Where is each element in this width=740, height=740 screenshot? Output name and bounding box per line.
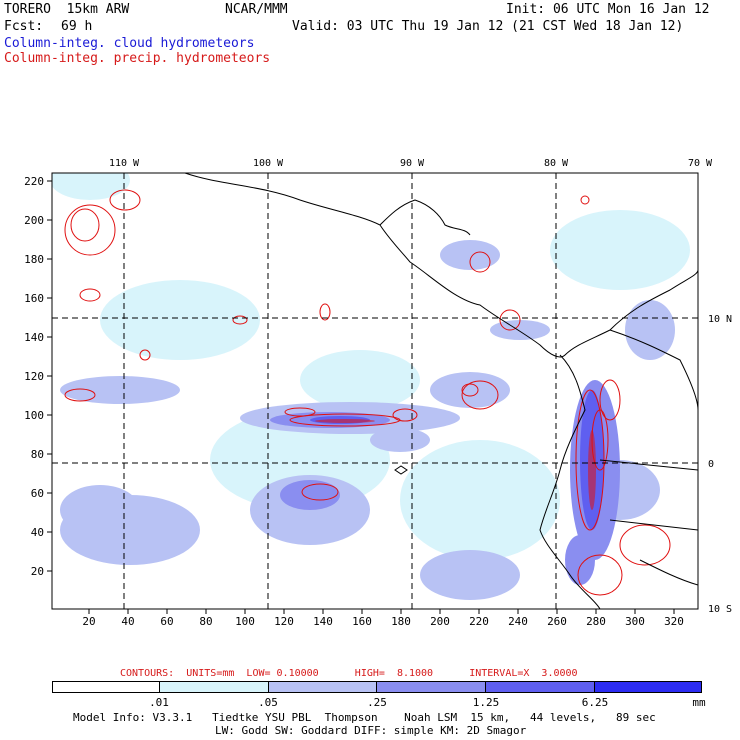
x-tick-label: 260 xyxy=(547,615,567,628)
hydrometeor-field xyxy=(52,173,698,609)
colorbar-label: .05 xyxy=(258,696,278,709)
colorbar-swatch xyxy=(268,681,377,693)
colorbar-swatch xyxy=(159,681,269,693)
y-tick-label: 160 xyxy=(24,292,44,305)
colorbar-swatch xyxy=(485,681,595,693)
colorbar-swatch xyxy=(594,681,702,693)
colorbar-unit: mm xyxy=(692,696,706,709)
lat-label: 10 N xyxy=(708,314,732,325)
x-tick-label: 320 xyxy=(664,615,684,628)
lon-label: 100 W xyxy=(253,158,284,169)
y-tick-label: 220 xyxy=(24,175,44,188)
contours-info: CONTOURS: UNITS=mm LOW= 0.10000 HIGH= 8.… xyxy=(120,668,578,679)
x-tick-label: 140 xyxy=(313,615,333,628)
cloud-field-label: Column-integ. cloud hydrometeors xyxy=(4,36,255,51)
y-tick-label: 200 xyxy=(24,214,44,227)
forecast-hour: 69 h xyxy=(61,19,93,34)
x-tick-label: 160 xyxy=(352,615,372,628)
physics-info: LW: Godd SW: Goddard DIFF: simple KM: 2D… xyxy=(215,724,527,737)
x-tick-label: 20 xyxy=(82,615,95,628)
y-tick-label: 20 xyxy=(31,565,44,578)
x-tick-label: 180 xyxy=(391,615,411,628)
y-tick-label: 120 xyxy=(24,370,44,383)
y-tick-label: 60 xyxy=(31,487,44,500)
lon-label: 110 W xyxy=(109,158,140,169)
lon-label: 70 W xyxy=(688,158,713,169)
organization-label: NCAR/MMM xyxy=(225,2,288,17)
forecast-label: Fcst: xyxy=(4,19,44,34)
colorbar-label: .25 xyxy=(367,696,387,709)
y-tick-label: 40 xyxy=(31,526,44,539)
lon-label: 90 W xyxy=(400,158,425,169)
x-tick-label: 220 xyxy=(469,615,489,628)
model-title: TORERO 15km ARW xyxy=(4,2,130,17)
y-tick-label: 100 xyxy=(24,409,44,422)
init-time: Init: 06 UTC Mon 16 Jan 12 xyxy=(506,2,710,17)
y-tick-label: 80 xyxy=(31,448,44,461)
x-tick-label: 40 xyxy=(121,615,134,628)
x-tick-label: 280 xyxy=(586,615,606,628)
precip-field-label: Column-integ. precip. hydrometeors xyxy=(4,51,271,66)
x-tick-label: 200 xyxy=(430,615,450,628)
x-tick-label: 100 xyxy=(235,615,255,628)
x-tick-label: 300 xyxy=(625,615,645,628)
y-tick-label: 140 xyxy=(24,331,44,344)
x-tick-label: 120 xyxy=(274,615,294,628)
colorbar-label: .01 xyxy=(149,696,169,709)
lat-label: 0 xyxy=(708,459,714,470)
colorbar-swatch xyxy=(376,681,486,693)
x-tick-label: 80 xyxy=(199,615,212,628)
colorbar-label: 1.25 xyxy=(472,696,500,709)
model-info: Model Info: V3.3.1 Tiedtke YSU PBL Thomp… xyxy=(73,711,656,724)
y-tick-label: 180 xyxy=(24,253,44,266)
lat-label: 10 S xyxy=(708,604,732,615)
lon-label: 80 W xyxy=(544,158,569,169)
x-tick-label: 240 xyxy=(508,615,528,628)
colorbar-swatch xyxy=(52,681,160,693)
valid-time: Valid: 03 UTC Thu 19 Jan 12 (21 CST Wed … xyxy=(292,19,684,34)
x-tick-label: 60 xyxy=(160,615,173,628)
colorbar-label: 6.25 xyxy=(581,696,609,709)
